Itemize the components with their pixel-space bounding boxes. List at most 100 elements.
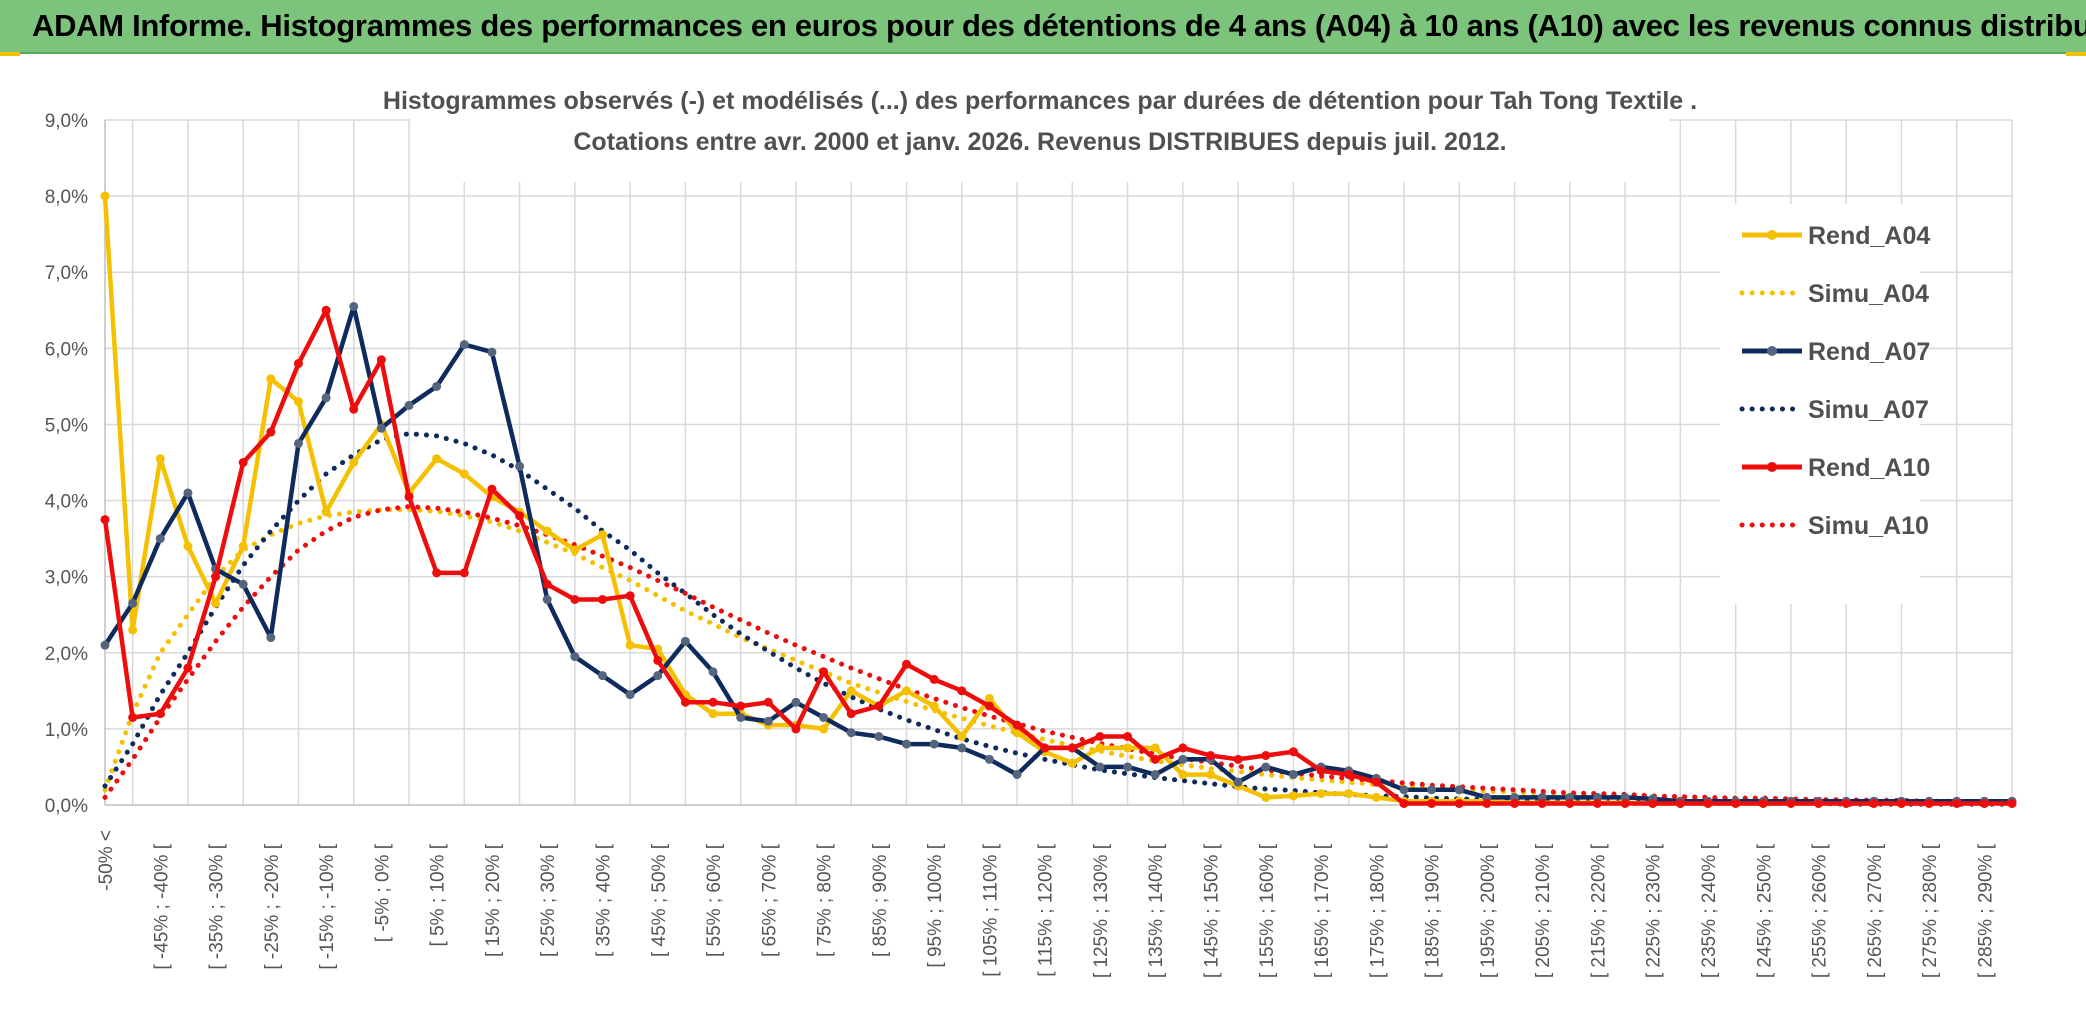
series-rend-a10-point [1067,743,1077,753]
x-tick-label: [ 65% ; 70% [ [759,843,780,957]
series-rend-a04-point [211,598,221,608]
series-rend-a10-point [791,724,801,734]
series-rend-a10-point [1454,798,1464,808]
series-rend-a07-point [680,636,690,646]
series-rend-a04-point [1344,789,1354,799]
x-tick-label: [ 115% ; 120% [ [1036,843,1057,976]
series-rend-a04-point [155,454,165,464]
series-rend-a10-point [1206,751,1216,761]
series-rend-a10-point [1814,798,1824,808]
series-rend-a04-point [1012,728,1022,738]
y-tick-label: 2,0% [45,644,88,665]
series-rend-a10-point [432,568,442,578]
series-rend-a10-point [1979,798,1989,808]
legend-rend-a07-label: Rend_A07 [1808,338,1930,366]
series-rend-a07-point [349,301,359,311]
series-rend-a07-point [597,671,607,681]
series-rend-a10-point [211,572,221,582]
series-rend-a04-point [1123,743,1133,753]
x-tick-label: [ 245% ; 250% [ [1754,843,1775,978]
series-rend-a10-point [238,458,248,467]
series-rend-a04-point [183,541,193,551]
series-rend-a07-point [1399,785,1409,795]
legend-rend-a04-label: Rend_A04 [1808,222,1930,250]
series-rend-a10-point [349,404,359,414]
series-rend-a10-point [1703,798,1713,808]
x-tick-label: [ -15% ; -10% [ [317,843,338,969]
series-rend-a10-point [1592,798,1602,808]
series-rend-a07-point [957,743,967,753]
y-tick-label: 5,0% [45,415,88,436]
series-rend-a04-point [625,640,635,650]
series-rend-a04-point [459,469,469,479]
series-rend-a07-point [238,579,248,589]
series-rend-a07-point [404,400,414,410]
chart-subtitle: Cotations entre avr. 2000 et janv. 2026.… [573,128,1506,156]
series-rend-a07-point [432,381,442,391]
series-rend-a07-point [459,340,469,350]
series-rend-a07-point [1261,762,1271,772]
chart-plot-area [100,191,2017,808]
series-rend-a10-point [1620,798,1630,808]
series-rend-a07-point [763,716,773,726]
series-rend-a04-point [128,625,138,635]
series-rend-a10-point [459,568,469,578]
series-rend-a04-point [432,454,442,464]
series-rend-a07-point [791,697,801,707]
x-tick-label: [ 125% ; 130% [ [1091,843,1112,978]
series-rend-a07-point [542,595,552,604]
x-tick-label: [ -5% ; 0% [ [372,843,393,942]
series-rend-a04-point [929,701,939,711]
series-rend-a10-point [708,697,718,707]
series-rend-a10-point [1731,798,1741,808]
x-tick-label: [ 145% ; 150% [ [1202,843,1223,978]
histogram-chart: Histogrammes observés (-) et modélisés (… [45,72,2017,978]
series-rend-a04-point [708,709,718,719]
series-rend-a10-point [901,659,911,669]
series-rend-a04-point [984,693,994,703]
x-tick-label: [ 95% ; 100% [ [925,843,946,967]
series-rend-a10-point [1924,798,1934,808]
series-rend-a10-point [653,655,663,665]
series-rend-a10-point [1841,798,1851,808]
series-rend-a10-point [321,305,331,315]
series-rend-a10-point [1648,798,1658,808]
y-tick-label: 8,0% [45,187,88,208]
series-rend-a10-point [1427,798,1437,808]
series-rend-a10-line [102,308,2012,806]
series-rend-a10-point [487,484,497,494]
series-rend-a10-point [763,697,773,707]
series-rend-a07-point [515,461,525,471]
series-rend-a07-point [653,671,663,681]
x-tick-label: [ 185% ; 190% [ [1423,843,1444,978]
series-rend-a07-point [100,640,110,650]
x-axis-labels: -50% < [ -45% ; -40% [[ -35% ; -30% [[ -2… [96,830,1996,978]
y-tick-label: 4,0% [45,492,88,513]
x-tick-label: [ 15% ; 20% [ [483,843,504,957]
series-rend-a07-point [155,534,165,544]
series-rend-a10-point [1150,754,1160,764]
series-rend-a10-point [1261,751,1271,761]
chart-legend: Rend_A04 Simu_A04 Rend_A07 Simu_A07 Rend_A10… [1739,222,1930,540]
x-tick-label: -50% < [96,830,117,891]
report-title: ADAM Informe. Histogrammes des performan… [32,8,2086,43]
series-rend-a10-point [1537,798,1547,808]
x-tick-label: [ 135% ; 140% [ [1146,843,1167,978]
series-rend-a10-point [1482,798,1492,808]
series-rend-a10-point [183,663,193,673]
series-rend-a10-point [1095,732,1105,741]
series-rend-a10-point [1399,798,1409,808]
y-tick-label: 0,0% [45,796,88,817]
y-axis-labels: 0,0% 1,0% 2,0% 3,0% 4,0% 5,0% 6,0% 7,0% 8,0% 9,0% [45,111,88,817]
x-tick-label: [ 275% ; 280% [ [1920,843,1941,978]
legend-background [1720,204,1920,604]
series-rend-a10-point [404,492,414,502]
series-rend-a10-point [1316,766,1326,776]
series-rend-a04-point [266,374,276,384]
x-tick-label: [ 265% ; 270% [ [1865,843,1886,978]
series-rend-a10-point [984,701,994,711]
series-rend-a10-point [1869,798,1879,808]
x-tick-label: [ -35% ; -30% [ [207,843,228,969]
series-rend-a04-point [100,191,110,201]
series-rend-a10-point [957,686,967,696]
